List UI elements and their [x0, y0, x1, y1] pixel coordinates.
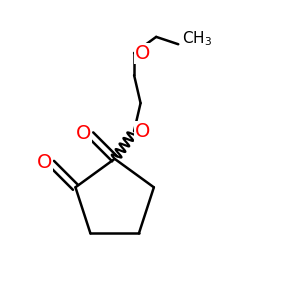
Text: O: O: [135, 44, 150, 63]
Text: O: O: [37, 153, 52, 172]
Text: O: O: [135, 122, 150, 141]
Text: CH$_3$: CH$_3$: [182, 30, 212, 48]
Text: O: O: [76, 124, 91, 143]
